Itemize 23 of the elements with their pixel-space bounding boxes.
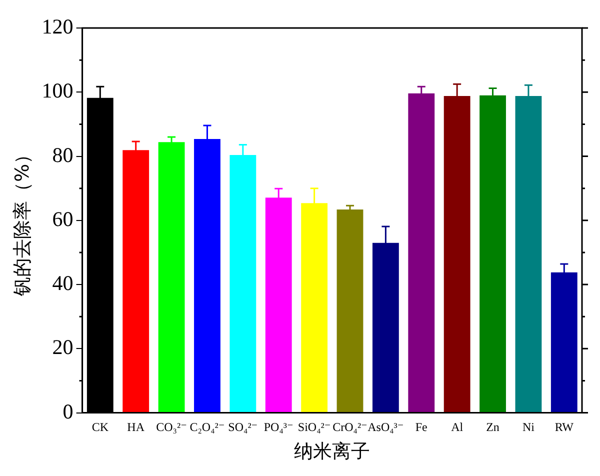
x-tick-label: PO₄³⁻ bbox=[264, 420, 294, 434]
y-axis-title: 钒的去除率（%） bbox=[11, 144, 34, 297]
x-tick-label: Fe bbox=[415, 420, 428, 434]
x-axis-title: 纳米离子 bbox=[294, 440, 370, 463]
y-tick-label: 20 bbox=[52, 335, 74, 360]
y-tick-label: 0 bbox=[62, 399, 74, 424]
x-tick-label: CK bbox=[92, 420, 109, 434]
y-tick-label: 80 bbox=[52, 142, 74, 167]
y-tick-label: 40 bbox=[52, 271, 74, 296]
x-tick-label: AsO₄³⁻ bbox=[368, 420, 404, 434]
y-tick-label: 100 bbox=[42, 78, 74, 103]
x-tick-label: Al bbox=[451, 420, 464, 434]
x-tick-label: RW bbox=[554, 420, 574, 434]
x-tick-label: C₂O₄²⁻ bbox=[190, 420, 225, 434]
x-tick-label: Zn bbox=[486, 420, 500, 434]
x-tick-label: SiO₄²⁻ bbox=[298, 420, 331, 434]
x-tick-label: SO₄²⁻ bbox=[228, 420, 258, 434]
x-tick-label: Ni bbox=[522, 420, 536, 434]
x-tick-label: CO₃²⁻ bbox=[156, 420, 187, 434]
y-tick-label: 60 bbox=[52, 206, 74, 231]
x-tick-label: HA bbox=[127, 420, 145, 434]
x-tick-label: CrO₄²⁻ bbox=[332, 420, 368, 434]
y-tick-label: 120 bbox=[42, 14, 74, 39]
